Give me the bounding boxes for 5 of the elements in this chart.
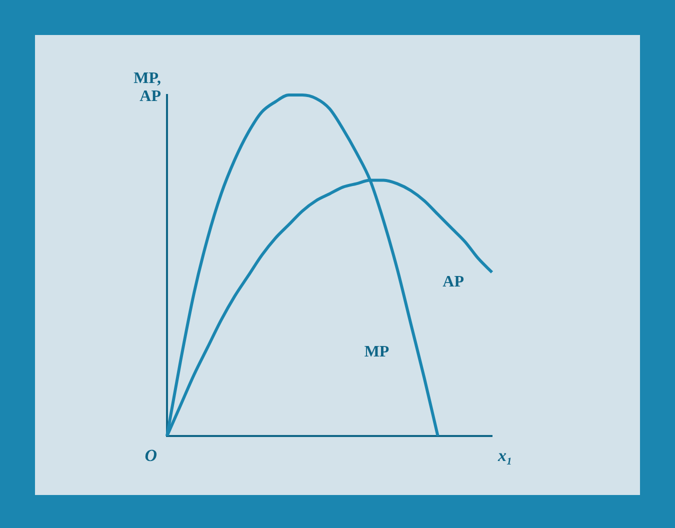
text: O <box>144 446 157 465</box>
y-axis-title: MP, AP <box>134 70 162 106</box>
x-axis-title: x₁ <box>497 446 512 465</box>
series-label: AP <box>442 273 464 290</box>
series-label: MP <box>364 344 390 361</box>
